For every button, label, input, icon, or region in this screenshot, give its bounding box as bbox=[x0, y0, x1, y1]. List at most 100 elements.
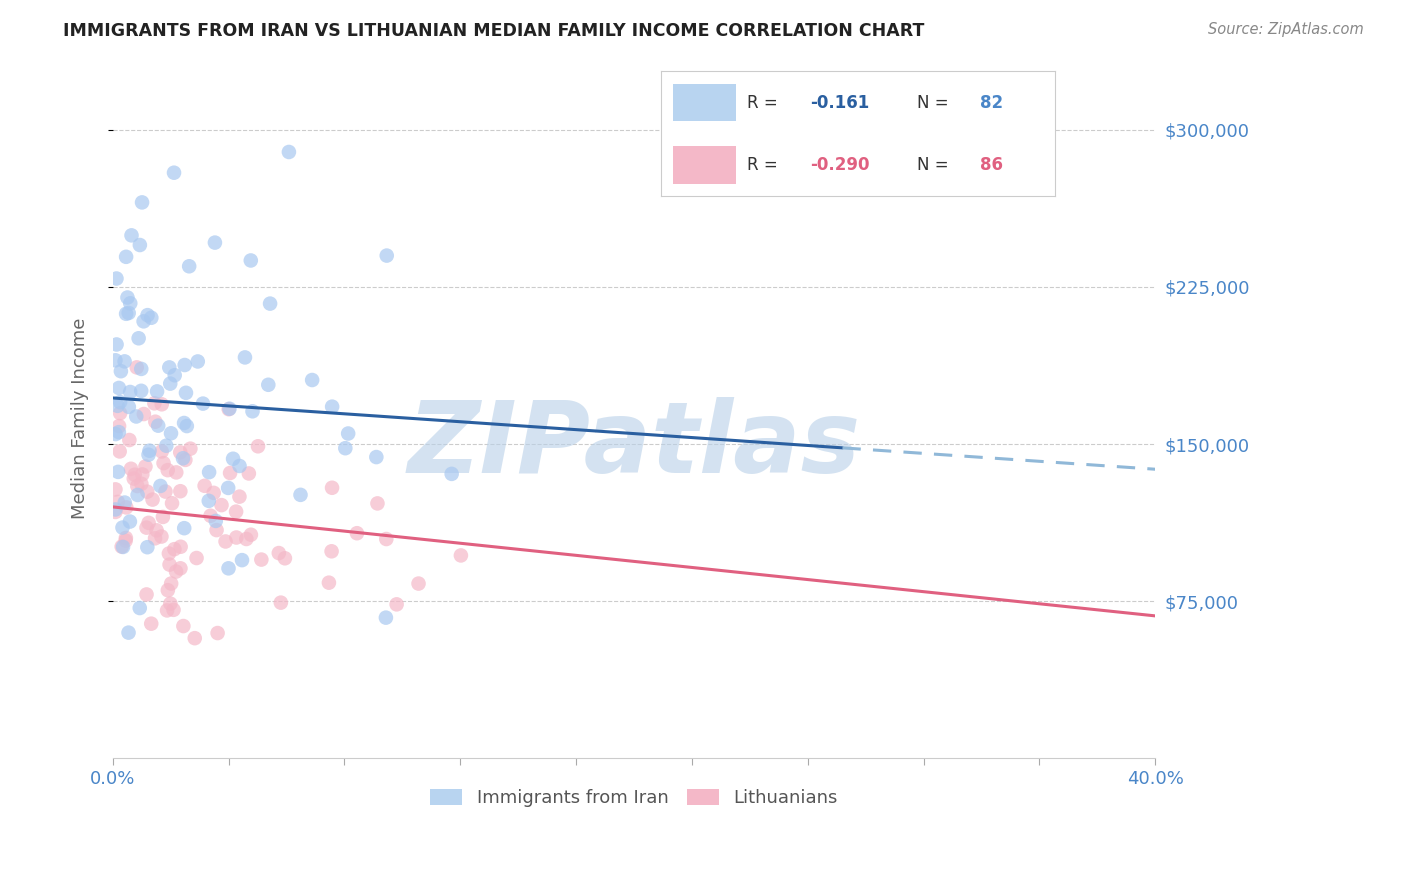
Point bbox=[321, 544, 343, 558]
Point bbox=[124, 467, 146, 482]
Point bbox=[165, 466, 187, 480]
Point bbox=[231, 553, 253, 567]
Point bbox=[191, 396, 214, 410]
Point bbox=[450, 549, 472, 563]
FancyBboxPatch shape bbox=[672, 84, 735, 121]
Point bbox=[179, 260, 201, 274]
Point bbox=[228, 458, 250, 473]
Point bbox=[122, 471, 145, 485]
Text: R =: R = bbox=[748, 94, 778, 112]
Point bbox=[335, 441, 357, 455]
Point bbox=[173, 358, 195, 372]
Point bbox=[150, 530, 173, 544]
Point bbox=[105, 337, 128, 351]
Point bbox=[197, 493, 219, 508]
Point bbox=[129, 384, 152, 398]
Point bbox=[179, 442, 201, 456]
Point bbox=[128, 601, 150, 615]
Point bbox=[134, 459, 156, 474]
Point bbox=[117, 625, 139, 640]
Point bbox=[165, 565, 187, 579]
Text: 82: 82 bbox=[980, 94, 1002, 112]
Point bbox=[121, 228, 143, 243]
Point bbox=[239, 253, 262, 268]
Point bbox=[135, 587, 157, 601]
Point bbox=[202, 486, 225, 500]
Point bbox=[111, 520, 134, 534]
Point bbox=[146, 384, 169, 399]
Point bbox=[127, 488, 149, 502]
Point bbox=[125, 409, 148, 424]
Point bbox=[152, 510, 174, 524]
Point bbox=[200, 508, 222, 523]
Point bbox=[375, 532, 398, 546]
Point bbox=[318, 575, 340, 590]
Point bbox=[107, 495, 129, 509]
Point bbox=[107, 465, 129, 479]
Point bbox=[118, 433, 141, 447]
Point bbox=[159, 376, 181, 391]
Point bbox=[162, 603, 184, 617]
Point bbox=[274, 551, 297, 566]
Text: N =: N = bbox=[917, 94, 948, 112]
Point bbox=[267, 546, 290, 560]
Point bbox=[218, 402, 240, 417]
Point bbox=[111, 540, 134, 554]
Point bbox=[159, 558, 181, 572]
Point bbox=[141, 310, 163, 325]
Point bbox=[115, 250, 138, 264]
Point bbox=[228, 490, 250, 504]
Text: N =: N = bbox=[917, 156, 948, 174]
Point bbox=[321, 400, 343, 414]
Point bbox=[132, 407, 155, 421]
Point bbox=[198, 465, 221, 479]
Point bbox=[204, 235, 226, 250]
Point bbox=[225, 505, 247, 519]
Point bbox=[143, 531, 166, 545]
Point bbox=[301, 373, 323, 387]
Point bbox=[108, 444, 131, 458]
Point bbox=[136, 484, 159, 499]
Point bbox=[174, 453, 197, 467]
Point bbox=[217, 481, 239, 495]
Point bbox=[321, 481, 343, 495]
Point bbox=[157, 547, 180, 561]
Point bbox=[104, 505, 127, 519]
Point bbox=[132, 314, 155, 328]
Point bbox=[204, 514, 226, 528]
Point bbox=[176, 419, 198, 434]
Point bbox=[131, 476, 153, 491]
Point bbox=[375, 249, 398, 263]
Point bbox=[118, 400, 141, 414]
Point bbox=[115, 307, 138, 321]
Point bbox=[270, 596, 292, 610]
Point bbox=[152, 456, 174, 470]
Point bbox=[138, 443, 160, 458]
Point bbox=[374, 610, 396, 624]
Point bbox=[128, 238, 150, 252]
Point bbox=[440, 467, 463, 481]
Point bbox=[172, 619, 194, 633]
Point bbox=[366, 450, 388, 464]
Point bbox=[156, 603, 179, 617]
Point bbox=[239, 527, 262, 541]
Point bbox=[114, 495, 136, 509]
Text: IMMIGRANTS FROM IRAN VS LITHUANIAN MEDIAN FAMILY INCOME CORRELATION CHART: IMMIGRANTS FROM IRAN VS LITHUANIAN MEDIA… bbox=[63, 22, 925, 40]
Point bbox=[156, 463, 179, 477]
Point bbox=[107, 399, 129, 413]
Point bbox=[160, 426, 183, 441]
Point bbox=[173, 416, 195, 430]
Point bbox=[120, 384, 142, 399]
Point bbox=[108, 425, 131, 439]
Point bbox=[128, 331, 150, 345]
Point bbox=[125, 360, 148, 375]
Point bbox=[222, 451, 245, 466]
Point bbox=[186, 551, 208, 566]
Point bbox=[150, 397, 173, 411]
Point bbox=[160, 576, 183, 591]
Point bbox=[108, 381, 131, 395]
Point bbox=[108, 395, 131, 409]
Point bbox=[104, 353, 127, 368]
Point bbox=[105, 271, 128, 285]
Point bbox=[108, 406, 131, 420]
